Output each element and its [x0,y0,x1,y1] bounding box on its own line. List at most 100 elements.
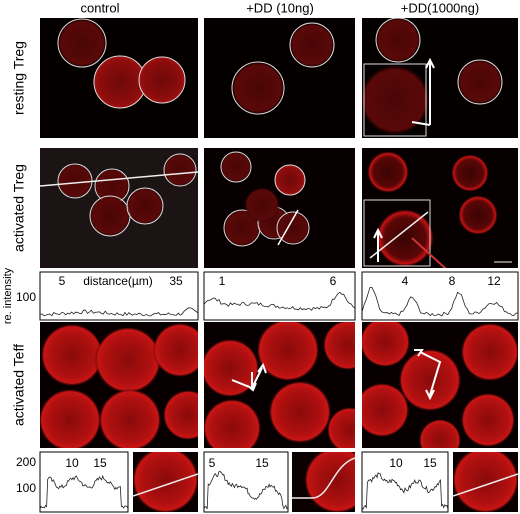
cell [204,398,262,448]
cell-outline [276,211,310,245]
plot-label: 10 [389,456,403,470]
plot-label: 1 [219,274,226,288]
cell [419,419,461,448]
cell-outline [126,187,164,225]
image-panels [40,18,518,512]
column-header: +DD (10ng) [246,0,314,15]
y-tick-label: 100 [16,290,36,304]
cell [57,163,93,199]
cell [126,187,164,225]
plot-frame [39,271,199,321]
micrograph [40,18,198,138]
micrograph [453,452,518,512]
cell [276,211,310,245]
plot-label: 15 [93,456,107,470]
trace [39,474,129,510]
cell [453,452,518,512]
cell-outline [57,18,107,68]
micrograph [204,18,355,138]
cell [375,208,435,268]
cell-outline [138,56,186,104]
annotation [231,362,267,392]
cell [92,54,148,110]
trace [39,307,199,317]
cell [326,406,355,448]
cell [458,195,498,235]
cell [244,187,280,223]
profile-plots [39,271,519,513]
trace [203,470,289,510]
annotation [411,237,447,268]
cell [460,322,518,382]
cell [40,388,102,448]
micrograph [362,148,518,268]
annotation [292,457,355,499]
cell [451,154,489,192]
cell [220,151,252,183]
cell [362,382,410,438]
cells [40,322,198,448]
row-label: resting Treg [11,41,27,115]
cell-outline [289,22,335,68]
plot-label: 5 [209,456,216,470]
cell [303,452,355,512]
cell [162,389,198,441]
plot-label: distance(µm) [83,274,153,288]
annotation [369,211,429,259]
cell [398,348,462,412]
plot-label: 8 [449,274,456,288]
cell-outline [220,151,252,183]
column-header: +DD(1000ng) [401,0,479,15]
cell [133,452,198,512]
axis-label: re. intensity [2,267,14,324]
cell [322,322,355,371]
micrograph [133,452,198,512]
cells [292,452,355,512]
plot-label: 4 [402,274,409,288]
cells [362,322,518,448]
cell [374,18,422,64]
cell [56,18,108,69]
cell [163,153,197,187]
cell [152,322,198,378]
cell [362,64,431,136]
cells [362,18,504,137]
annotation [373,227,383,262]
plot-frame [361,271,519,321]
cell [268,380,332,444]
column-header: control [80,0,119,15]
cells [204,322,355,448]
plot-label: 12 [487,274,501,288]
plot-frame [203,451,289,513]
annotation [277,209,299,246]
cell [94,326,162,394]
cell [230,60,286,116]
cell-outline [274,164,306,196]
annotation [363,63,427,137]
cells [56,18,187,110]
cells [133,452,198,512]
plot-label: 35 [169,274,183,288]
cell [40,323,104,387]
micrograph [204,148,355,268]
annotation [411,57,435,126]
row-label: activated Treg [11,164,27,252]
plot-label: 6 [330,274,337,288]
cell [89,195,131,237]
micrograph [362,18,518,138]
cells [220,151,310,247]
cells [453,452,518,512]
cell [460,392,516,448]
trace [361,472,449,510]
annotation [40,171,198,187]
micrograph [40,322,198,448]
plot-frame [39,451,129,513]
plot-frame [203,271,356,321]
cell [367,151,409,193]
cells [40,153,198,237]
cell [94,168,130,204]
trace [203,291,356,311]
plot-frame [361,451,449,513]
annotation [453,473,518,497]
micrograph [40,148,198,268]
